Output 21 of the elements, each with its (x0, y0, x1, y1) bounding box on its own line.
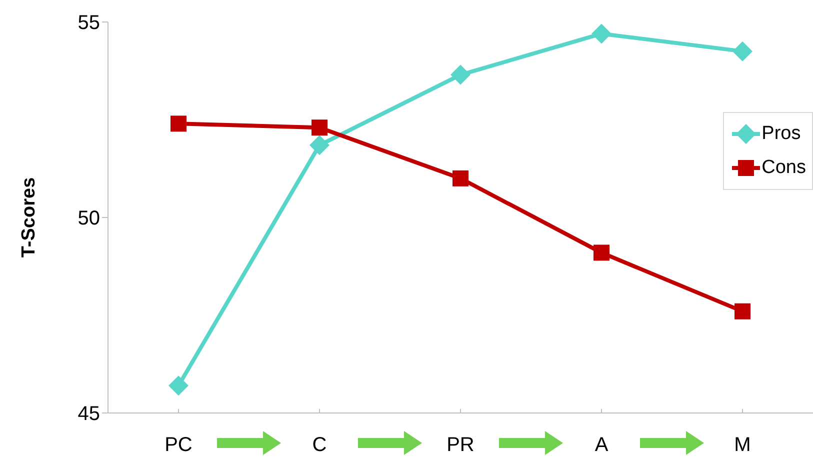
point (592, 24, 612, 44)
point (732, 41, 752, 62)
x-tick-label: M (734, 434, 751, 456)
x-tick-label: A (594, 434, 609, 456)
legend-label: Cons (762, 157, 806, 179)
point (312, 120, 328, 136)
x-tick-label: PR (446, 434, 474, 456)
x-tick-label: PC (164, 434, 192, 456)
y-tick-label: 55 (78, 12, 100, 34)
point (594, 244, 610, 261)
y-tick-label: 45 (78, 403, 100, 426)
y-axis-title: T-Scores (18, 177, 40, 258)
x-tick-label: C (312, 434, 327, 456)
point (450, 64, 470, 85)
point (168, 376, 188, 396)
point (310, 135, 330, 156)
point (734, 303, 750, 320)
y-tick-label: 50 (78, 208, 100, 230)
point (452, 170, 468, 186)
legend-label: Pros (762, 123, 801, 145)
point (170, 116, 186, 132)
